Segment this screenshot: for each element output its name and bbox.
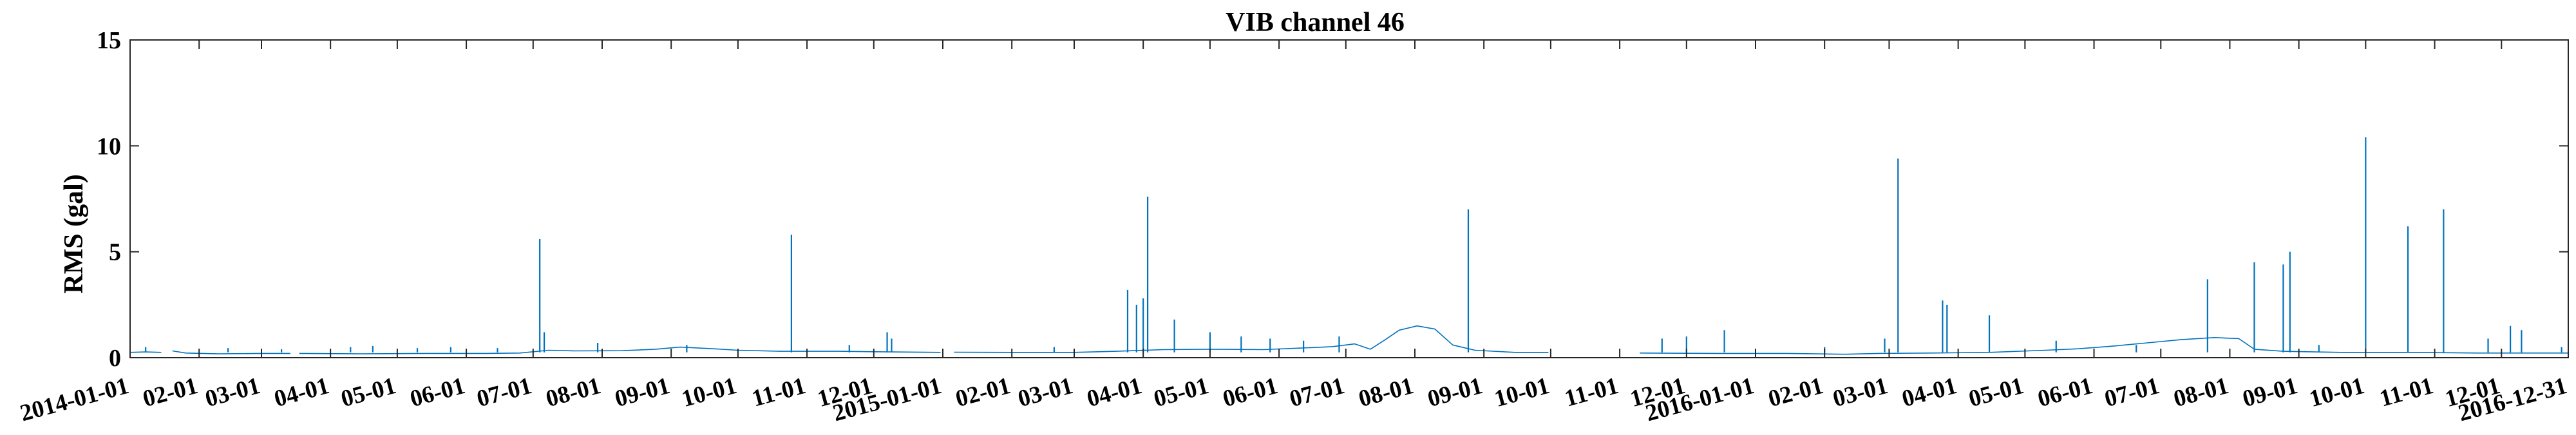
x-tick-label: 06-01 bbox=[1220, 372, 1280, 412]
series-segment bbox=[954, 325, 1549, 353]
x-tick-label: 11-01 bbox=[749, 372, 808, 412]
x-tick-label: 07-01 bbox=[1287, 372, 1347, 412]
x-tick-label: 04-01 bbox=[272, 372, 332, 412]
x-tick-label: 03-01 bbox=[1830, 372, 1891, 412]
x-tick-label: 08-01 bbox=[2171, 372, 2231, 412]
series-segment bbox=[299, 346, 941, 354]
x-ticks: 2014-01-01 02-01 03-01 04-01 05-01 06-01 07-01… bbox=[17, 40, 2570, 427]
x-tick-label: 06-01 bbox=[2035, 372, 2096, 412]
chart-title: VIB channel 46 bbox=[1226, 8, 1405, 37]
x-tick-label: 11-01 bbox=[2377, 372, 2436, 412]
x-tick-label: 04-01 bbox=[1084, 372, 1145, 412]
x-tick-label: 05-01 bbox=[1151, 372, 1211, 412]
x-tick-label: 2014-01-01 bbox=[17, 372, 131, 427]
plot-area bbox=[129, 39, 2569, 358]
x-tick-label: 07-01 bbox=[474, 372, 535, 412]
y-tick-label: 15 bbox=[97, 27, 121, 54]
y-axis-label: RMS (gal) bbox=[59, 174, 89, 293]
x-tick-label: 05-01 bbox=[338, 372, 399, 412]
x-tick-label: 08-01 bbox=[1356, 372, 1416, 412]
y-tick-label: 10 bbox=[97, 133, 121, 160]
x-tick-label: 03-01 bbox=[1015, 372, 1075, 412]
x-tick-label: 08-01 bbox=[543, 372, 603, 412]
x-tick-label: 03-01 bbox=[202, 372, 263, 412]
series-segment bbox=[172, 350, 290, 354]
x-tick-label: 10-01 bbox=[1492, 372, 1552, 412]
x-tick-label: 02-01 bbox=[140, 372, 201, 412]
x-tick-label: 09-01 bbox=[612, 372, 673, 412]
x-tick-label: 09-01 bbox=[2240, 372, 2300, 412]
y-ticks: 0 5 10 15 bbox=[97, 27, 2568, 372]
y-tick-label: 5 bbox=[109, 239, 121, 266]
x-tick-label: 10-01 bbox=[2307, 372, 2367, 412]
x-tick-label: 09-01 bbox=[1425, 372, 1486, 412]
series-layer bbox=[129, 137, 2568, 355]
x-tick-label: 07-01 bbox=[2102, 372, 2163, 412]
y-tick-label: 0 bbox=[109, 345, 121, 372]
x-tick-label: 02-01 bbox=[953, 372, 1014, 412]
series-segment bbox=[1640, 337, 2568, 355]
x-tick-label: 04-01 bbox=[1899, 372, 1960, 412]
x-tick-label: 06-01 bbox=[407, 372, 468, 412]
x-tick-label: 11-01 bbox=[1562, 372, 1621, 412]
x-tick-label: 02-01 bbox=[1766, 372, 1826, 412]
x-tick-label: 05-01 bbox=[1966, 372, 2027, 412]
x-tick-label: 10-01 bbox=[679, 372, 739, 412]
